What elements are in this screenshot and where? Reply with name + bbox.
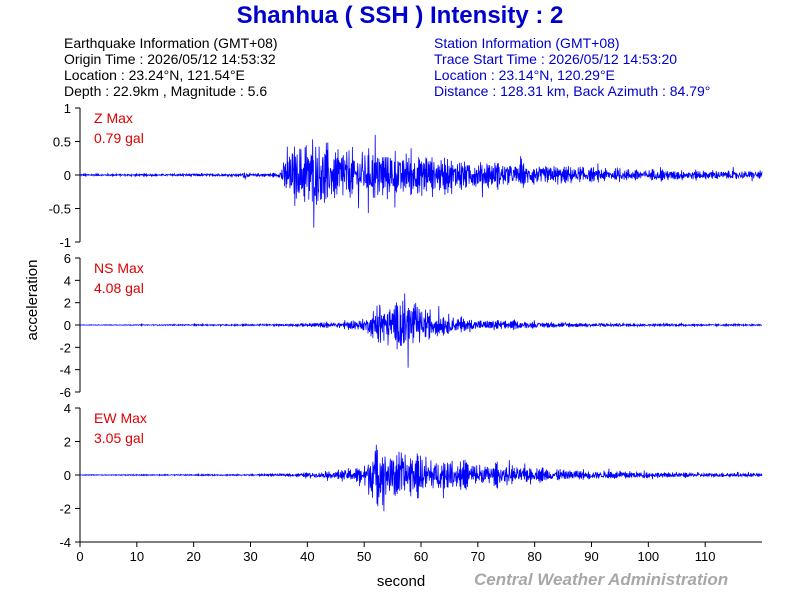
station-location: Location : 23.14°N, 120.29°E xyxy=(434,67,615,83)
y-tick-label-ns: 4 xyxy=(64,273,71,288)
y-tick-label-z: -0.5 xyxy=(49,202,71,217)
y-tick-label-ns: 0 xyxy=(64,318,71,333)
max-value-ns: 4.08 gal xyxy=(94,280,144,296)
y-tick-label-z: 0.5 xyxy=(53,135,71,150)
y-tick-label-ns: -6 xyxy=(59,385,71,400)
x-tick-label: 50 xyxy=(357,549,371,564)
x-tick-label: 90 xyxy=(584,549,598,564)
station-info-heading: Station Information (GMT+08) xyxy=(434,35,620,51)
y-tick-label-ns: -2 xyxy=(59,340,71,355)
y-axis-label: acceleration xyxy=(24,260,41,341)
origin-time: Origin Time : 2026/05/12 14:53:32 xyxy=(64,51,276,67)
y-tick-label-ns: -4 xyxy=(59,363,71,378)
max-label-ew: EW Max xyxy=(94,410,147,426)
depth-magnitude: Depth : 22.9km , Magnitude : 5.6 xyxy=(64,83,268,99)
x-tick-label: 20 xyxy=(186,549,200,564)
y-tick-label-z: 0 xyxy=(64,168,71,183)
max-value-z: 0.79 gal xyxy=(94,130,144,146)
agency-credit: Central Weather Administration xyxy=(474,570,729,589)
x-tick-label: 100 xyxy=(637,549,659,564)
max-label-z: Z Max xyxy=(94,110,133,126)
y-tick-label-z: -1 xyxy=(59,235,71,250)
x-tick-label: 60 xyxy=(414,549,428,564)
y-tick-label-ns: 2 xyxy=(64,296,71,311)
trace-z xyxy=(79,134,763,228)
chart-title: Shanhua ( SSH ) Intensity : 2 xyxy=(236,2,564,29)
x-tick-label: 40 xyxy=(300,549,314,564)
y-tick-label-ew: 0 xyxy=(64,468,71,483)
trace-start-time: Trace Start Time : 2026/05/12 14:53:20 xyxy=(434,51,678,67)
earthquake-info-heading: Earthquake Information (GMT+08) xyxy=(64,35,278,51)
y-tick-label-ew: -2 xyxy=(59,502,71,517)
max-value-ew: 3.05 gal xyxy=(94,430,144,446)
x-tick-label: 70 xyxy=(471,549,485,564)
y-tick-label-ns: 6 xyxy=(64,251,71,266)
earthquake-info-block: Earthquake Information (GMT+08) Origin T… xyxy=(64,35,278,99)
y-tick-label-ew: -4 xyxy=(59,535,71,550)
epicenter-location: Location : 23.24°N, 121.54°E xyxy=(64,67,245,83)
max-label-ns: NS Max xyxy=(94,260,144,276)
x-tick-label: 30 xyxy=(243,549,257,564)
x-tick-label: 10 xyxy=(130,549,144,564)
y-tick-label-z: 1 xyxy=(64,101,71,116)
x-tick-label: 80 xyxy=(527,549,541,564)
trace-ns xyxy=(79,293,763,368)
trace-ew xyxy=(80,444,763,512)
x-axis-label: second xyxy=(377,573,425,590)
x-tick-label: 110 xyxy=(695,549,716,564)
y-tick-label-ew: 2 xyxy=(64,435,71,450)
x-tick-label: 0 xyxy=(76,549,83,564)
y-tick-label-ew: 4 xyxy=(64,401,71,416)
distance-azimuth: Distance : 128.31 km, Back Azimuth : 84.… xyxy=(434,83,711,99)
station-info-block: Station Information (GMT+08) Trace Start… xyxy=(434,35,710,99)
